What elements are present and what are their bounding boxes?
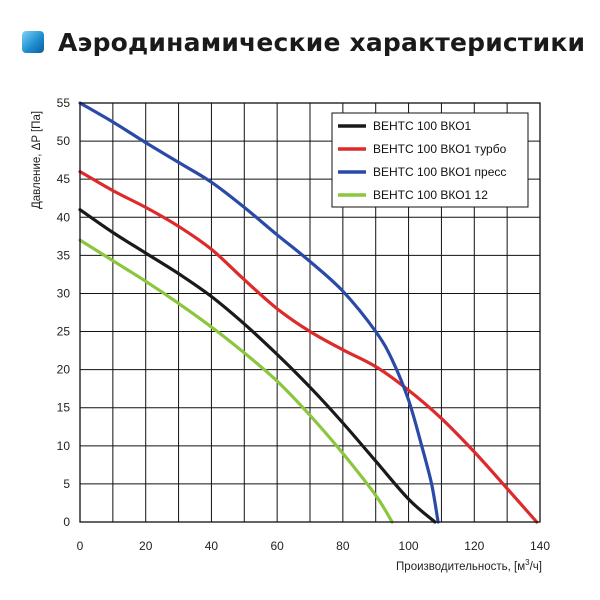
- legend-label-3: ВЕНТС 100 ВКО1 пресс: [373, 165, 506, 179]
- ticks: 0 20 40 60 80 100 120 140 0 5 10 15 20 25 30 35 40 45 50 55: [57, 96, 551, 553]
- x-axis-label-sup: 3: [525, 558, 530, 567]
- x-tick-label: 0: [77, 539, 84, 553]
- x-tick-label: 20: [139, 539, 153, 553]
- y-tick-label: 45: [57, 172, 71, 186]
- y-tick-label: 25: [57, 325, 71, 339]
- x-tick-label: 40: [205, 539, 219, 553]
- legend-box: [331, 112, 529, 208]
- y-tick-label: 30: [57, 286, 71, 300]
- page-title: Аэродинамические характеристики: [58, 27, 586, 57]
- x-axis-label-main: Производительность, [м: [396, 561, 525, 573]
- y-tick-label: 20: [57, 363, 71, 377]
- legend: ВЕНТС 100 ВКО1 ВЕНТС 100 ВКО1 турбо ВЕНТС …: [331, 112, 529, 208]
- y-tick-label: 0: [63, 515, 70, 529]
- header: Аэродинамические характеристики: [22, 22, 585, 62]
- legend-label-1: ВЕНТС 100 ВКО1: [373, 119, 472, 133]
- y-tick-label: 55: [57, 96, 71, 110]
- x-tick-label: 100: [399, 539, 419, 553]
- series-line-4: [78, 238, 394, 524]
- series-line-3: [78, 101, 440, 524]
- blue-square-icon: [22, 31, 44, 53]
- y-tick-label: 10: [57, 439, 71, 453]
- x-tick-label: 60: [270, 539, 284, 553]
- y-tick-label: 5: [63, 477, 70, 491]
- x-tick-label: 140: [530, 539, 550, 553]
- y-tick-label: 15: [57, 401, 71, 415]
- y-tick-label: 35: [57, 248, 71, 262]
- x-tick-label: 120: [464, 539, 484, 553]
- legend-label-4: ВЕНТС 100 ВКО1 12: [373, 188, 488, 202]
- x-axis-label: Производительность, [м3/ч]: [396, 558, 542, 573]
- y-tick-label: 50: [57, 134, 71, 148]
- y-tick-label: 40: [57, 210, 71, 224]
- legend-label-2: ВЕНТС 100 ВКО1 турбо: [373, 142, 507, 156]
- x-tick-label: 80: [336, 539, 350, 553]
- y-axis-label: Давление, ΔP [Па]: [31, 111, 43, 209]
- series-layer: [78, 101, 539, 524]
- x-axis-label-suffix: /ч]: [530, 561, 542, 573]
- plot-frame: [79, 102, 541, 523]
- series-line-1: [78, 208, 437, 524]
- series-line-2: [78, 170, 539, 524]
